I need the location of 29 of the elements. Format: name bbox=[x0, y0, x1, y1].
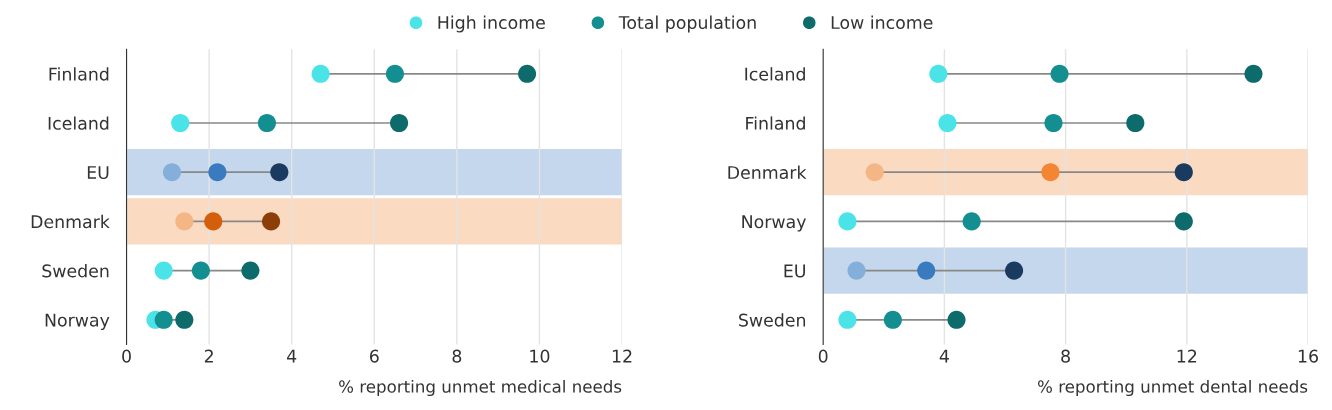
y-tick-label: Denmark bbox=[31, 214, 110, 229]
legend-label: Total population bbox=[618, 15, 756, 33]
x-tick-label: 12 bbox=[1177, 349, 1197, 363]
x-tick-label: 0 bbox=[818, 349, 828, 363]
legend-label: Low income bbox=[831, 15, 933, 30]
x-axis-title: % reporting unmet dental needs bbox=[1037, 379, 1308, 397]
x-tick-label: 4 bbox=[939, 349, 949, 363]
x-tick-label: 10 bbox=[530, 349, 550, 363]
x-tick-label: 12 bbox=[612, 349, 632, 363]
y-tick-label: Sweden bbox=[42, 264, 109, 278]
x-tick-label: 4 bbox=[287, 349, 297, 363]
y-tick-label: Iceland bbox=[745, 67, 805, 81]
y-tick-label: EU bbox=[87, 166, 109, 180]
y-tick-label: Denmark bbox=[728, 165, 807, 180]
y-tick-label: Norway bbox=[45, 313, 110, 331]
x-tick-label: 6 bbox=[369, 349, 379, 363]
y-tick-label: EU bbox=[784, 264, 805, 278]
y-tick-label: Iceland bbox=[48, 116, 109, 130]
x-tick-label: 8 bbox=[452, 349, 462, 363]
legend-label: High income bbox=[438, 15, 545, 33]
x-axis-title: % reporting unmet medical needs bbox=[339, 379, 622, 397]
x-tick-label: 8 bbox=[1061, 349, 1070, 363]
x-tick-label: 0 bbox=[122, 349, 131, 363]
y-tick-label: Finland bbox=[49, 67, 109, 81]
y-tick-label: Finland bbox=[746, 116, 805, 130]
y-tick-label: Norway bbox=[742, 215, 806, 232]
x-tick-label: 2 bbox=[204, 349, 213, 363]
x-tick-label: 16 bbox=[1298, 349, 1318, 363]
y-tick-label: Sweden bbox=[739, 313, 806, 327]
